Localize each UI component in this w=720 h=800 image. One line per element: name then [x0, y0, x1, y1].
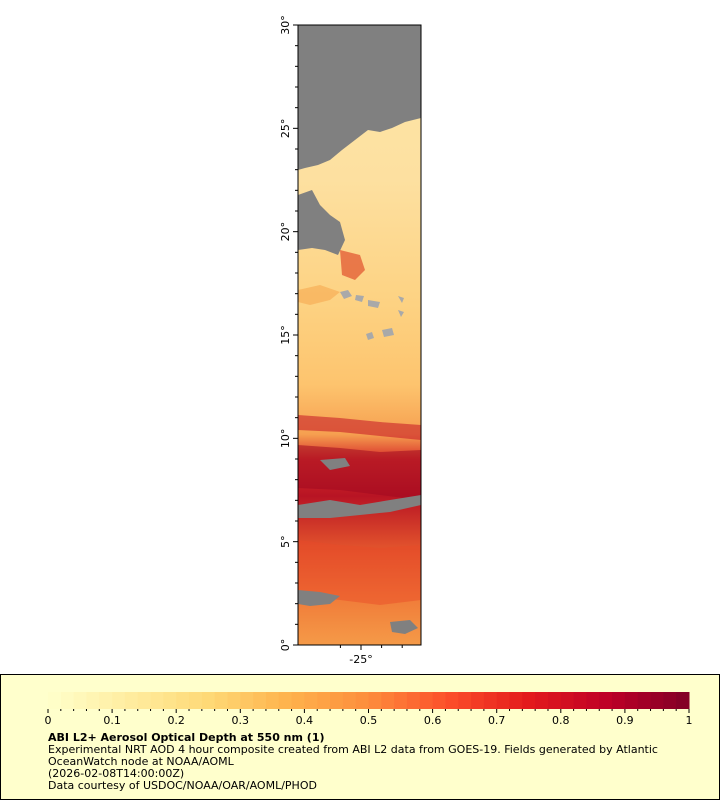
colorbar-tick-label: 0.5 [360, 714, 378, 727]
colorbar-cell [278, 692, 293, 709]
colorbar-cell [624, 692, 639, 709]
lat-tick-label: 15° [279, 325, 292, 345]
legend-description-line2: OceanWatch node at NOAA/AOML [48, 755, 234, 768]
colorbar-cell [522, 692, 536, 709]
colorbar-cell [189, 692, 203, 709]
island-land [368, 300, 380, 308]
colorbar-cell [496, 692, 511, 709]
colorbar-cell [48, 692, 62, 709]
colorbar-cell [586, 692, 600, 709]
colorbar-cell [445, 692, 459, 709]
colorbar-cell [73, 692, 87, 709]
island-land [382, 328, 394, 337]
colorbar-cells [48, 692, 690, 709]
no-data-region [298, 190, 345, 255]
colorbar-cell [368, 692, 382, 709]
colorbar-cell [291, 692, 305, 709]
island-land [366, 332, 374, 340]
colorbar-cell [60, 692, 75, 709]
colorbar-cell [124, 692, 139, 709]
legend-description-line1: Experimental NRT AOD 4 hour composite cr… [48, 743, 658, 756]
colorbar-cell [419, 692, 434, 709]
aod-map[interactable]: 0° 5° 10° 15° 20° 25° 30° -25° [0, 0, 720, 672]
colorbar-tick-label: 0.8 [552, 714, 570, 727]
legend-credit: Data courtesy of USDOC/NOAA/OAR/AOML/PHO… [48, 779, 317, 792]
legend-title: ABI L2+ Aerosol Optical Depth at 550 nm … [48, 731, 325, 744]
lat-tick-label: 10° [279, 429, 292, 449]
no-data-region [320, 458, 350, 470]
colorbar-tick-label: 0.2 [167, 714, 185, 727]
lat-tick-label: 25° [279, 119, 292, 139]
colorbar-cell [535, 692, 549, 709]
island-land [340, 290, 352, 299]
colorbar-cell [432, 692, 446, 709]
colorbar-cell [304, 692, 318, 709]
colorbar-cell [99, 692, 113, 709]
colorbar-cell [355, 692, 369, 709]
colorbar-cell [394, 692, 408, 709]
lat-tick-label: 30° [279, 15, 292, 35]
colorbar-cell [471, 692, 485, 709]
colorbar-tick-label: 0.1 [103, 714, 121, 727]
no-data-region [298, 25, 421, 170]
colorbar-cell [458, 692, 472, 709]
colorbar-tick-label: 1 [686, 714, 693, 727]
colorbar-tick-label: 0.9 [616, 714, 634, 727]
colorbar-cell [650, 692, 664, 709]
lat-tick-label: 0° [279, 639, 292, 652]
colorbar-tick-label: 0.7 [488, 714, 506, 727]
colorbar-cell [163, 692, 177, 709]
colorbar-cell [330, 692, 344, 709]
colorbar-cell [240, 692, 254, 709]
colorbar-cell [86, 692, 100, 709]
colorbar-cell [227, 692, 241, 709]
colorbar-cell [676, 692, 690, 709]
colorbar-tick-label: 0.3 [232, 714, 250, 727]
colorbar-cell [265, 692, 280, 709]
colorbar-tick-label: 0 [45, 714, 52, 727]
colorbar-cell [599, 692, 613, 709]
lat-tick-label: 5° [279, 535, 292, 548]
colorbar-cell [406, 692, 421, 709]
colorbar-tick-label: 0.4 [296, 714, 314, 727]
colorbar-cell [560, 692, 575, 709]
colorbar-cell [253, 692, 267, 709]
island-land [398, 296, 404, 303]
no-data-region [298, 495, 421, 518]
colorbar-cell [201, 692, 216, 709]
colorbar-ticks: 0 0.1 0.2 0.3 0.4 0.5 0.6 0.7 0.8 0.9 1 [45, 709, 693, 727]
colorbar-cell [509, 692, 523, 709]
colorbar-cell [150, 692, 164, 709]
lon-tick-label: -25° [349, 653, 372, 666]
colorbar-cell [663, 692, 677, 709]
colorbar-cell [342, 692, 357, 709]
no-data-region [298, 590, 340, 606]
island-land [398, 310, 404, 317]
island-land [355, 295, 364, 302]
legend-timestamp: (2026-02-08T14:00:00Z) [48, 767, 185, 780]
longitude-axis: -25° [339, 645, 403, 666]
aod-field [298, 25, 421, 645]
colorbar-cell [381, 692, 395, 709]
colorbar-cell [612, 692, 626, 709]
colorbar-tick-label: 0.6 [424, 714, 442, 727]
no-data-region [390, 620, 418, 634]
lat-tick-label: 20° [279, 222, 292, 242]
colorbar-cell [637, 692, 652, 709]
colorbar-cell [176, 692, 190, 709]
colorbar-cell [483, 692, 498, 709]
colorbar-cell [317, 692, 331, 709]
latitude-axis: 0° 5° 10° 15° 20° 25° 30° [279, 15, 298, 651]
colorbar-cell [137, 692, 152, 709]
colorbar-cell [112, 692, 126, 709]
map-area: 0° 5° 10° 15° 20° 25° 30° -25° [0, 0, 720, 672]
colorbar-cell [214, 692, 228, 709]
colorbar-cell [547, 692, 562, 709]
colorbar-cell [573, 692, 587, 709]
